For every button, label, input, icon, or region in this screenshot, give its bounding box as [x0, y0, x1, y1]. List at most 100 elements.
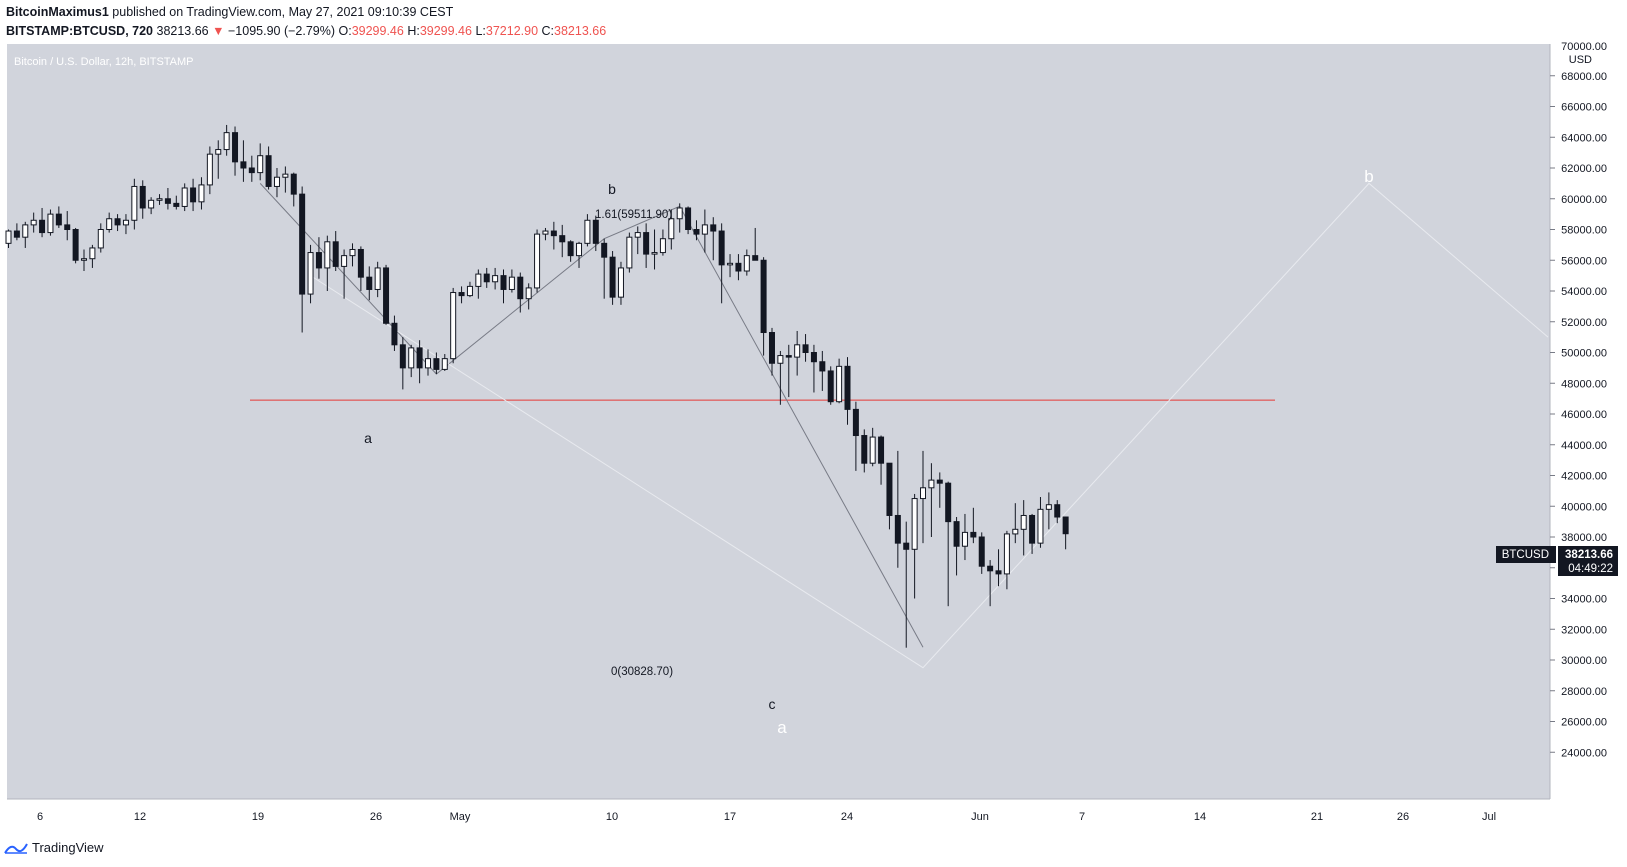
candle: [701, 224, 708, 235]
y-tick-label: 24000.00: [1561, 747, 1607, 759]
candle: [232, 132, 239, 163]
price-tag-countdown: 04:49:22: [1568, 563, 1613, 575]
price-axis[interactable]: 70000.00 68000.00 66000.00 64000.00 62000.00…: [1549, 41, 1607, 799]
candle: [416, 347, 423, 369]
candle: [508, 276, 515, 290]
candle: [483, 273, 490, 283]
candle: [1037, 508, 1044, 544]
candle: [164, 198, 171, 204]
open-value: 39299.46: [351, 24, 404, 38]
y-tick-label: 48000.00: [1561, 378, 1607, 390]
candle: [500, 275, 507, 290]
candle: [995, 570, 1002, 575]
candle: [290, 173, 297, 195]
candle: [114, 218, 121, 226]
candle: [64, 224, 71, 230]
candle: [307, 252, 314, 295]
y-tick-label: 52000.00: [1561, 317, 1607, 329]
candle: [836, 365, 843, 403]
candle: [30, 219, 37, 226]
candle: [844, 365, 851, 410]
y-tick-label: 62000.00: [1561, 163, 1607, 175]
y-tick-label: 64000.00: [1561, 132, 1607, 144]
y-tick-label: 26000.00: [1561, 717, 1607, 729]
fib-level-top: 1.61(59511.90): [595, 209, 672, 221]
candle: [659, 238, 666, 254]
x-tick-label: 19: [252, 811, 264, 823]
price-tag-symbol: BTCUSD: [1502, 549, 1549, 561]
candle: [198, 184, 205, 203]
candle: [39, 219, 46, 234]
x-tick-label: 7: [1079, 811, 1085, 823]
projection-path: [310, 182, 1549, 669]
y-tick-label: 66000.00: [1561, 102, 1607, 114]
candle: [609, 256, 616, 298]
y-tick-label: 30000.00: [1561, 655, 1607, 667]
candle: [89, 247, 96, 260]
candle: [735, 262, 742, 272]
candle: [122, 219, 129, 226]
candle: [425, 358, 431, 369]
candle: [710, 224, 717, 232]
candle: [248, 167, 255, 174]
candle: [1029, 514, 1036, 544]
x-tick-label: May: [450, 811, 471, 823]
tradingview-logo-icon: [4, 843, 28, 854]
candle: [534, 233, 541, 289]
candle: [928, 479, 935, 489]
author-name[interactable]: BitcoinMaximus1: [6, 5, 109, 19]
candle: [357, 248, 364, 278]
y-tick-label: 68000.00: [1561, 71, 1607, 83]
candle: [978, 536, 985, 567]
candle: [106, 218, 113, 231]
candle: [961, 531, 968, 547]
change-down-icon: ▼: [212, 24, 225, 38]
y-tick-label: 46000.00: [1561, 409, 1607, 421]
candle: [349, 248, 356, 257]
candle: [903, 542, 910, 550]
big-wave-label-a: a: [777, 718, 787, 737]
candle: [206, 153, 213, 186]
candle: [458, 292, 465, 297]
candle: [987, 565, 994, 572]
high-label: H:: [407, 24, 420, 38]
candle: [240, 161, 247, 169]
candle: [55, 213, 62, 226]
chart-legend-title: Bitcoin / U.S. Dollar, 12h, BITSTAMP: [14, 56, 194, 68]
candle: [651, 252, 658, 255]
candle: [601, 242, 608, 258]
candle: [617, 267, 624, 298]
candle: [1003, 533, 1010, 575]
x-tick-label: 26: [1397, 811, 1409, 823]
time-axis[interactable]: 6 12 19 26 May 10 17 24 Jun 7 14 21 26 Jul: [7, 798, 1550, 823]
candle: [819, 361, 826, 372]
candle: [366, 276, 373, 290]
candle: [22, 224, 29, 238]
candle: [869, 436, 876, 464]
candle: [1054, 504, 1061, 518]
candle: [777, 355, 784, 364]
x-tick-label: 26: [370, 811, 382, 823]
candle: [852, 408, 859, 437]
candle: [550, 230, 557, 237]
candle: [727, 262, 734, 266]
y-tick-label: 50000.00: [1561, 348, 1607, 360]
candle: [399, 344, 406, 369]
wave-label-c: c: [769, 696, 776, 712]
x-tick-label: 17: [724, 811, 736, 823]
y-tick-label: 28000.00: [1561, 686, 1607, 698]
y-tick-label: 56000.00: [1561, 255, 1607, 267]
wave-label-b: b: [608, 181, 616, 197]
tradingview-footer[interactable]: TradingView: [4, 840, 104, 855]
candle: [131, 185, 138, 221]
candle: [576, 242, 583, 257]
candle: [5, 230, 12, 244]
candle: [559, 235, 566, 243]
candle: [970, 531, 977, 538]
x-tick-label: 24: [841, 811, 853, 823]
candle: [466, 285, 473, 297]
candle: [936, 479, 943, 484]
y-tick-label: 38000.00: [1561, 532, 1607, 544]
candle: [72, 229, 79, 261]
